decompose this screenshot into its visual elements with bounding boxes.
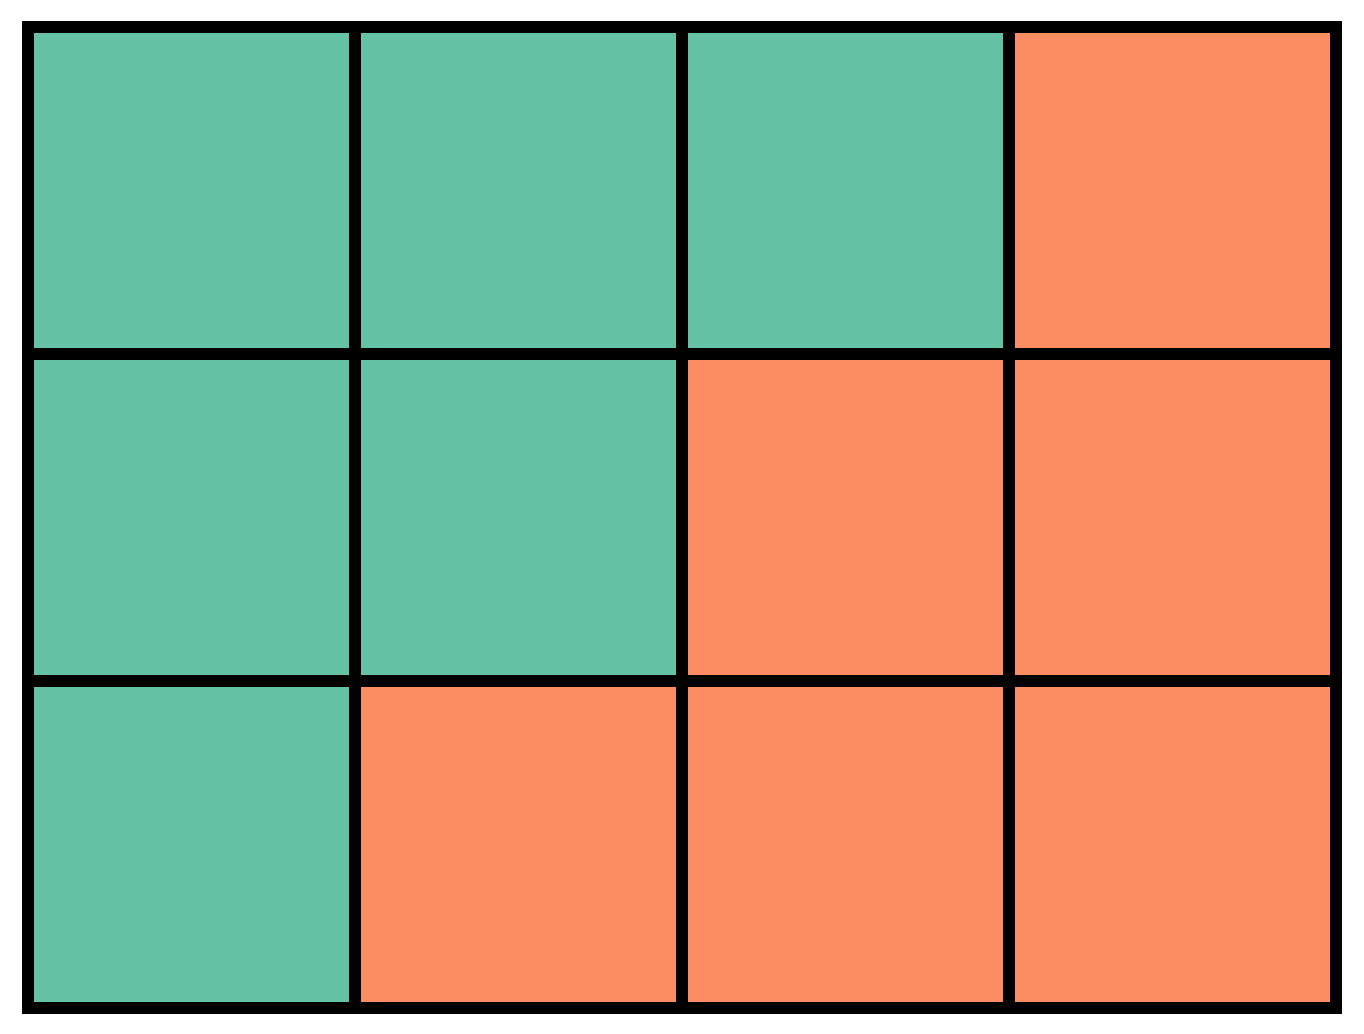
grid-cell-r2-c2-green [361, 360, 676, 675]
color-grid [22, 21, 1342, 1014]
grid-cell-r3-c1-green [34, 687, 349, 1002]
grid-cell-r3-c2-orange [361, 687, 676, 1002]
grid-cell-r1-c3-green [688, 33, 1003, 348]
grid-cell-r2-c4-orange [1015, 360, 1330, 675]
grid-cell-r3-c4-orange [1015, 687, 1330, 1002]
grid-cell-r2-c1-green [34, 360, 349, 675]
grid-cell-r2-c3-orange [688, 360, 1003, 675]
grid-cell-r1-c4-orange [1015, 33, 1330, 348]
grid-cell-r1-c1-green [34, 33, 349, 348]
grid-cell-r3-c3-orange [688, 687, 1003, 1002]
grid-cell-r1-c2-green [361, 33, 676, 348]
